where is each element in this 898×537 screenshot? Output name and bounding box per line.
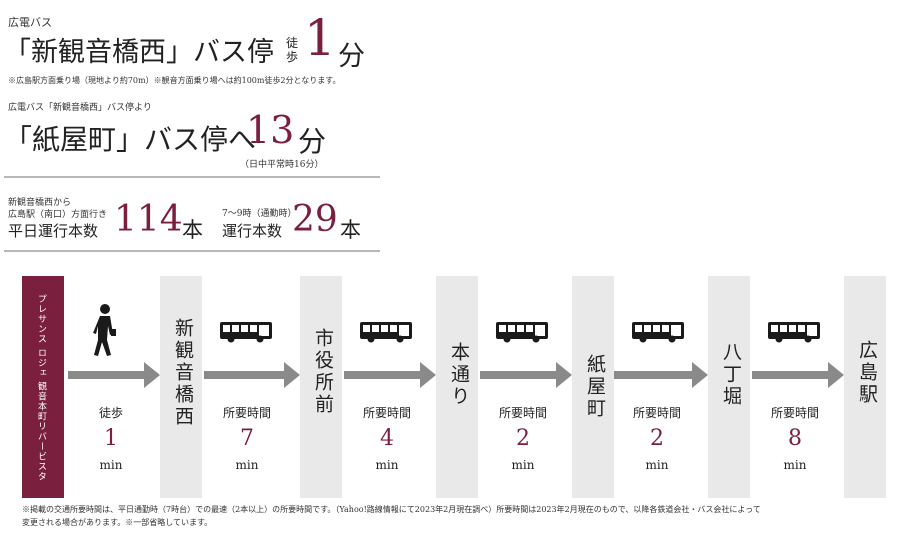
line2-label: 広電バス「新観音橋西」バス停より <box>8 103 152 113</box>
segment-value-1: 1 <box>104 426 118 451</box>
stop-label-3: 本通り <box>448 342 470 408</box>
walk-minutes: 1 <box>304 9 336 67</box>
stop-label-1: 新観音橋西 <box>172 318 194 428</box>
origin-box: プレサンス ロジェ 観音本町リバービスタ <box>22 276 64 498</box>
segment-unit-3: min <box>375 458 399 472</box>
stop-box-2: 市役所前 <box>300 276 342 498</box>
divider-2 <box>4 250 380 252</box>
dest-name: 「紙屋町」バス停へ <box>4 123 257 156</box>
segment-label-6: 所要時間 <box>770 406 819 420</box>
stop-box-5: 八丁堀 <box>708 276 750 498</box>
bus-icon <box>632 322 684 343</box>
arrow-2 <box>204 362 300 388</box>
stop-label-5: 八丁堀 <box>720 342 742 408</box>
stat2-label-c: 運行本数 <box>222 222 283 240</box>
arrow-5 <box>614 362 708 388</box>
bus-icon <box>768 322 820 343</box>
stat1-unit: 本 <box>182 218 203 242</box>
segment-unit-2: min <box>235 458 259 472</box>
segment-value-6: 8 <box>788 426 802 451</box>
arrow-4 <box>480 362 572 388</box>
walk-label: 徒 歩 <box>286 36 299 64</box>
stop-name: 「新観音橋西」バス停 <box>4 37 274 68</box>
stop-box-4: 紙屋町 <box>572 276 614 498</box>
stop-box-6: 広島駅 <box>844 276 886 498</box>
dest-minutes: 13 <box>246 108 295 152</box>
segment-value-4: 2 <box>516 426 530 451</box>
bus-icon <box>496 322 548 343</box>
segment-unit-4: min <box>511 458 535 472</box>
arrow-3 <box>344 362 436 388</box>
walk-unit: 分 <box>338 41 365 72</box>
segment-value-3: 4 <box>380 426 394 451</box>
segment-unit-1: min <box>99 458 123 472</box>
arrow-1 <box>68 362 160 388</box>
arrow-6 <box>752 362 844 388</box>
stop-label-4: 紙屋町 <box>584 354 606 420</box>
stat2-unit: 本 <box>340 218 361 242</box>
dest-note: （日中平常時16分） <box>240 160 324 170</box>
segment-unit-5: min <box>645 458 669 472</box>
segment-value-2: 7 <box>240 426 254 451</box>
bus-icon <box>220 322 272 343</box>
divider-1 <box>4 176 380 178</box>
stop-box-3: 本通り <box>436 276 478 498</box>
note-1: ※広島駅方面乗り場（現地より約70m）※観音方面乗り場へは約100m徒歩2分とな… <box>8 76 341 85</box>
footnote-1: ※掲載の交通所要時間は、平日通勤時（7時台）での最速（2本以上）の所要時間です。… <box>22 505 761 514</box>
stat1-label-b: 広島駅（南口）方面行き <box>8 210 108 220</box>
segment-label-2: 所要時間 <box>222 406 271 420</box>
stat1-label-a: 新観音橋西から <box>8 198 72 208</box>
footnote-2: 変更される場合があります。※一部省略しています。 <box>22 518 213 527</box>
stop-box-1: 新観音橋西 <box>160 276 202 498</box>
origin-label: プレサンス ロジェ 観音本町リバービスタ <box>36 294 46 482</box>
segment-label-1: 徒歩 <box>98 406 123 420</box>
stat2-label-a: 7～9時（通勤時） <box>222 209 297 219</box>
walking-person-icon <box>93 304 116 356</box>
segment-unit-6: min <box>783 458 807 472</box>
dest-unit: 分 <box>298 125 327 158</box>
stat1-label-c: 平日運行本数 <box>8 222 99 240</box>
bus-icon <box>360 322 412 343</box>
stop-label-6: 広島駅 <box>856 340 878 406</box>
segment-label-3: 所要時間 <box>362 406 411 420</box>
line1-label: 広電バス <box>8 16 52 29</box>
stat2-value: 29 <box>292 199 338 240</box>
segment-label-4: 所要時間 <box>498 406 547 420</box>
segment-value-5: 2 <box>650 426 664 451</box>
stop-label-2: 市役所前 <box>312 328 334 416</box>
stat1-value: 114 <box>114 199 183 240</box>
segment-label-5: 所要時間 <box>632 406 681 420</box>
